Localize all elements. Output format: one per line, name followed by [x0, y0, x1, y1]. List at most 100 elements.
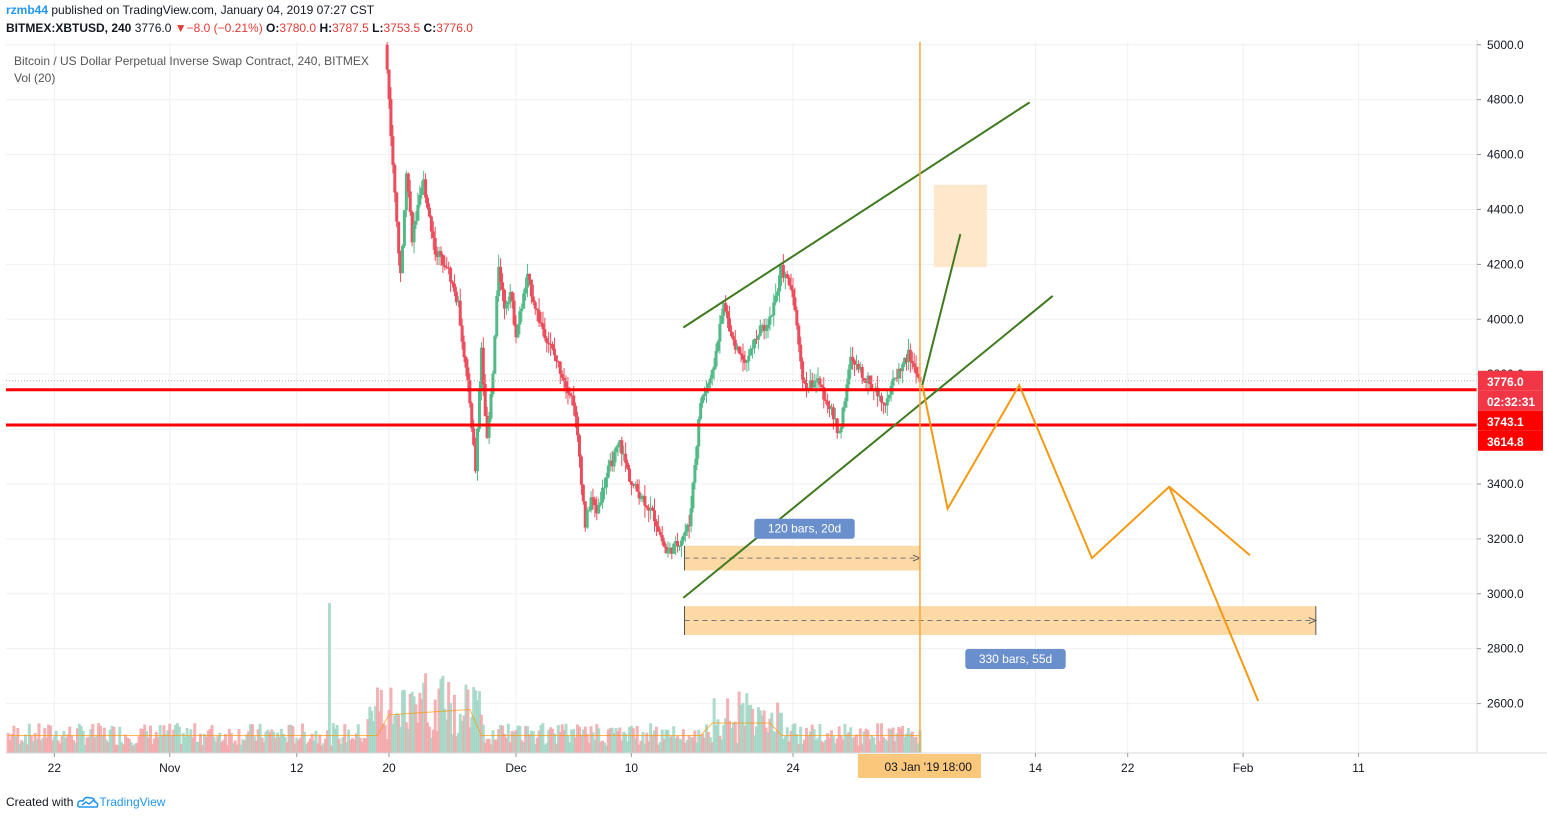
volume-bar — [183, 736, 187, 753]
candle-body — [395, 192, 399, 222]
volume-bar — [402, 689, 406, 753]
volume-bar — [18, 743, 22, 753]
candle-body — [397, 221, 401, 254]
volume-bar — [256, 729, 260, 753]
volume-bar — [685, 740, 689, 753]
volume-bar — [358, 737, 362, 753]
volume-bar — [751, 708, 755, 753]
price-tick-label: 4000.0 — [1487, 312, 1524, 326]
volume-bar — [154, 731, 158, 753]
candle-body — [720, 315, 724, 324]
volume-bar — [558, 732, 562, 753]
candle-body — [614, 447, 618, 453]
volume-bar — [454, 736, 458, 753]
volume-bar — [308, 738, 312, 753]
volume-bar — [401, 690, 405, 753]
candle-body — [558, 361, 562, 374]
candle-body — [847, 369, 851, 385]
candle-body — [901, 364, 905, 372]
candle-body — [710, 370, 714, 379]
volume-bar — [653, 730, 656, 753]
candle-body — [799, 344, 803, 362]
volume-bar — [822, 742, 826, 753]
candle-body — [916, 373, 920, 378]
candle-body — [766, 324, 770, 329]
volume-bar — [185, 727, 189, 753]
volume-bar — [179, 743, 183, 753]
volume-bar — [631, 728, 635, 753]
volume-bar — [835, 738, 839, 753]
price-label: 02:32:31 — [1487, 395, 1535, 409]
candle-body — [606, 465, 610, 478]
volume-bar — [670, 735, 674, 753]
volume-bar — [175, 723, 179, 753]
volume-bar — [572, 729, 576, 753]
volume-bar — [10, 734, 14, 753]
candle-body — [454, 291, 458, 303]
volume-bar — [429, 737, 433, 753]
volume-bar — [878, 740, 882, 753]
price-tick-label: 4600.0 — [1487, 148, 1524, 162]
measure-label-bg — [965, 648, 1066, 669]
candle-body — [733, 339, 737, 350]
volume-bar — [599, 741, 603, 753]
volume-bar — [249, 724, 253, 753]
channel-line — [682, 101, 1031, 329]
volume-bar — [847, 732, 851, 753]
volume-bar — [910, 731, 914, 753]
candle-body — [683, 531, 687, 536]
candle-body — [856, 363, 860, 370]
volume-bar — [466, 689, 470, 753]
volume-bar — [853, 736, 857, 753]
volume-bar — [77, 723, 81, 753]
volume-bar — [608, 728, 612, 753]
volume-bar — [160, 736, 164, 753]
candle-body — [631, 484, 635, 486]
candle-body — [643, 495, 647, 506]
volume-bar — [593, 739, 597, 753]
candle-body — [904, 357, 908, 363]
candle-body — [718, 323, 722, 342]
candle-body — [899, 368, 903, 372]
candle-body — [443, 265, 447, 267]
candle-body — [762, 325, 766, 332]
candle-body — [426, 197, 430, 208]
candle-body — [833, 418, 837, 420]
volume-bar — [83, 744, 87, 753]
author-link[interactable]: rzmb44 — [6, 3, 49, 17]
price-chart[interactable]: 120 bars, 20d 330 bars, 55d 5000.0 4800.0 46… — [0, 40, 1547, 792]
candle-body — [658, 531, 662, 535]
volume-bar — [799, 726, 803, 753]
candle-body — [568, 393, 572, 396]
volume-bar — [99, 725, 102, 753]
volume-bar — [100, 734, 104, 753]
volume-bar — [447, 682, 451, 753]
volume-bar — [785, 727, 789, 753]
candle-body — [789, 285, 793, 290]
volume-bar — [826, 733, 830, 753]
volume-bar — [885, 740, 889, 753]
candle-body — [516, 324, 520, 338]
candle-body — [685, 525, 689, 532]
volume-bar — [52, 736, 56, 753]
volume-bar — [177, 726, 181, 753]
tradingview-logo[interactable]: TradingView — [77, 795, 165, 809]
volume-bar — [47, 724, 51, 753]
volume-bar — [568, 742, 572, 753]
volume-bar — [225, 744, 229, 753]
volume-bar — [776, 702, 780, 753]
candle-body — [706, 383, 710, 388]
candle-body — [527, 273, 531, 280]
volume-bar — [912, 737, 916, 753]
candle-body — [597, 504, 601, 514]
volume-bar — [410, 691, 414, 753]
volume-bar — [364, 738, 368, 753]
candle-body — [783, 274, 787, 278]
candle-body — [881, 402, 885, 404]
candle-body — [585, 510, 589, 528]
candle-body — [601, 487, 605, 503]
price-tick-label: 3000.0 — [1487, 587, 1524, 601]
candle-body — [701, 396, 705, 404]
volume-bar — [753, 735, 757, 753]
candle-body — [441, 255, 445, 266]
